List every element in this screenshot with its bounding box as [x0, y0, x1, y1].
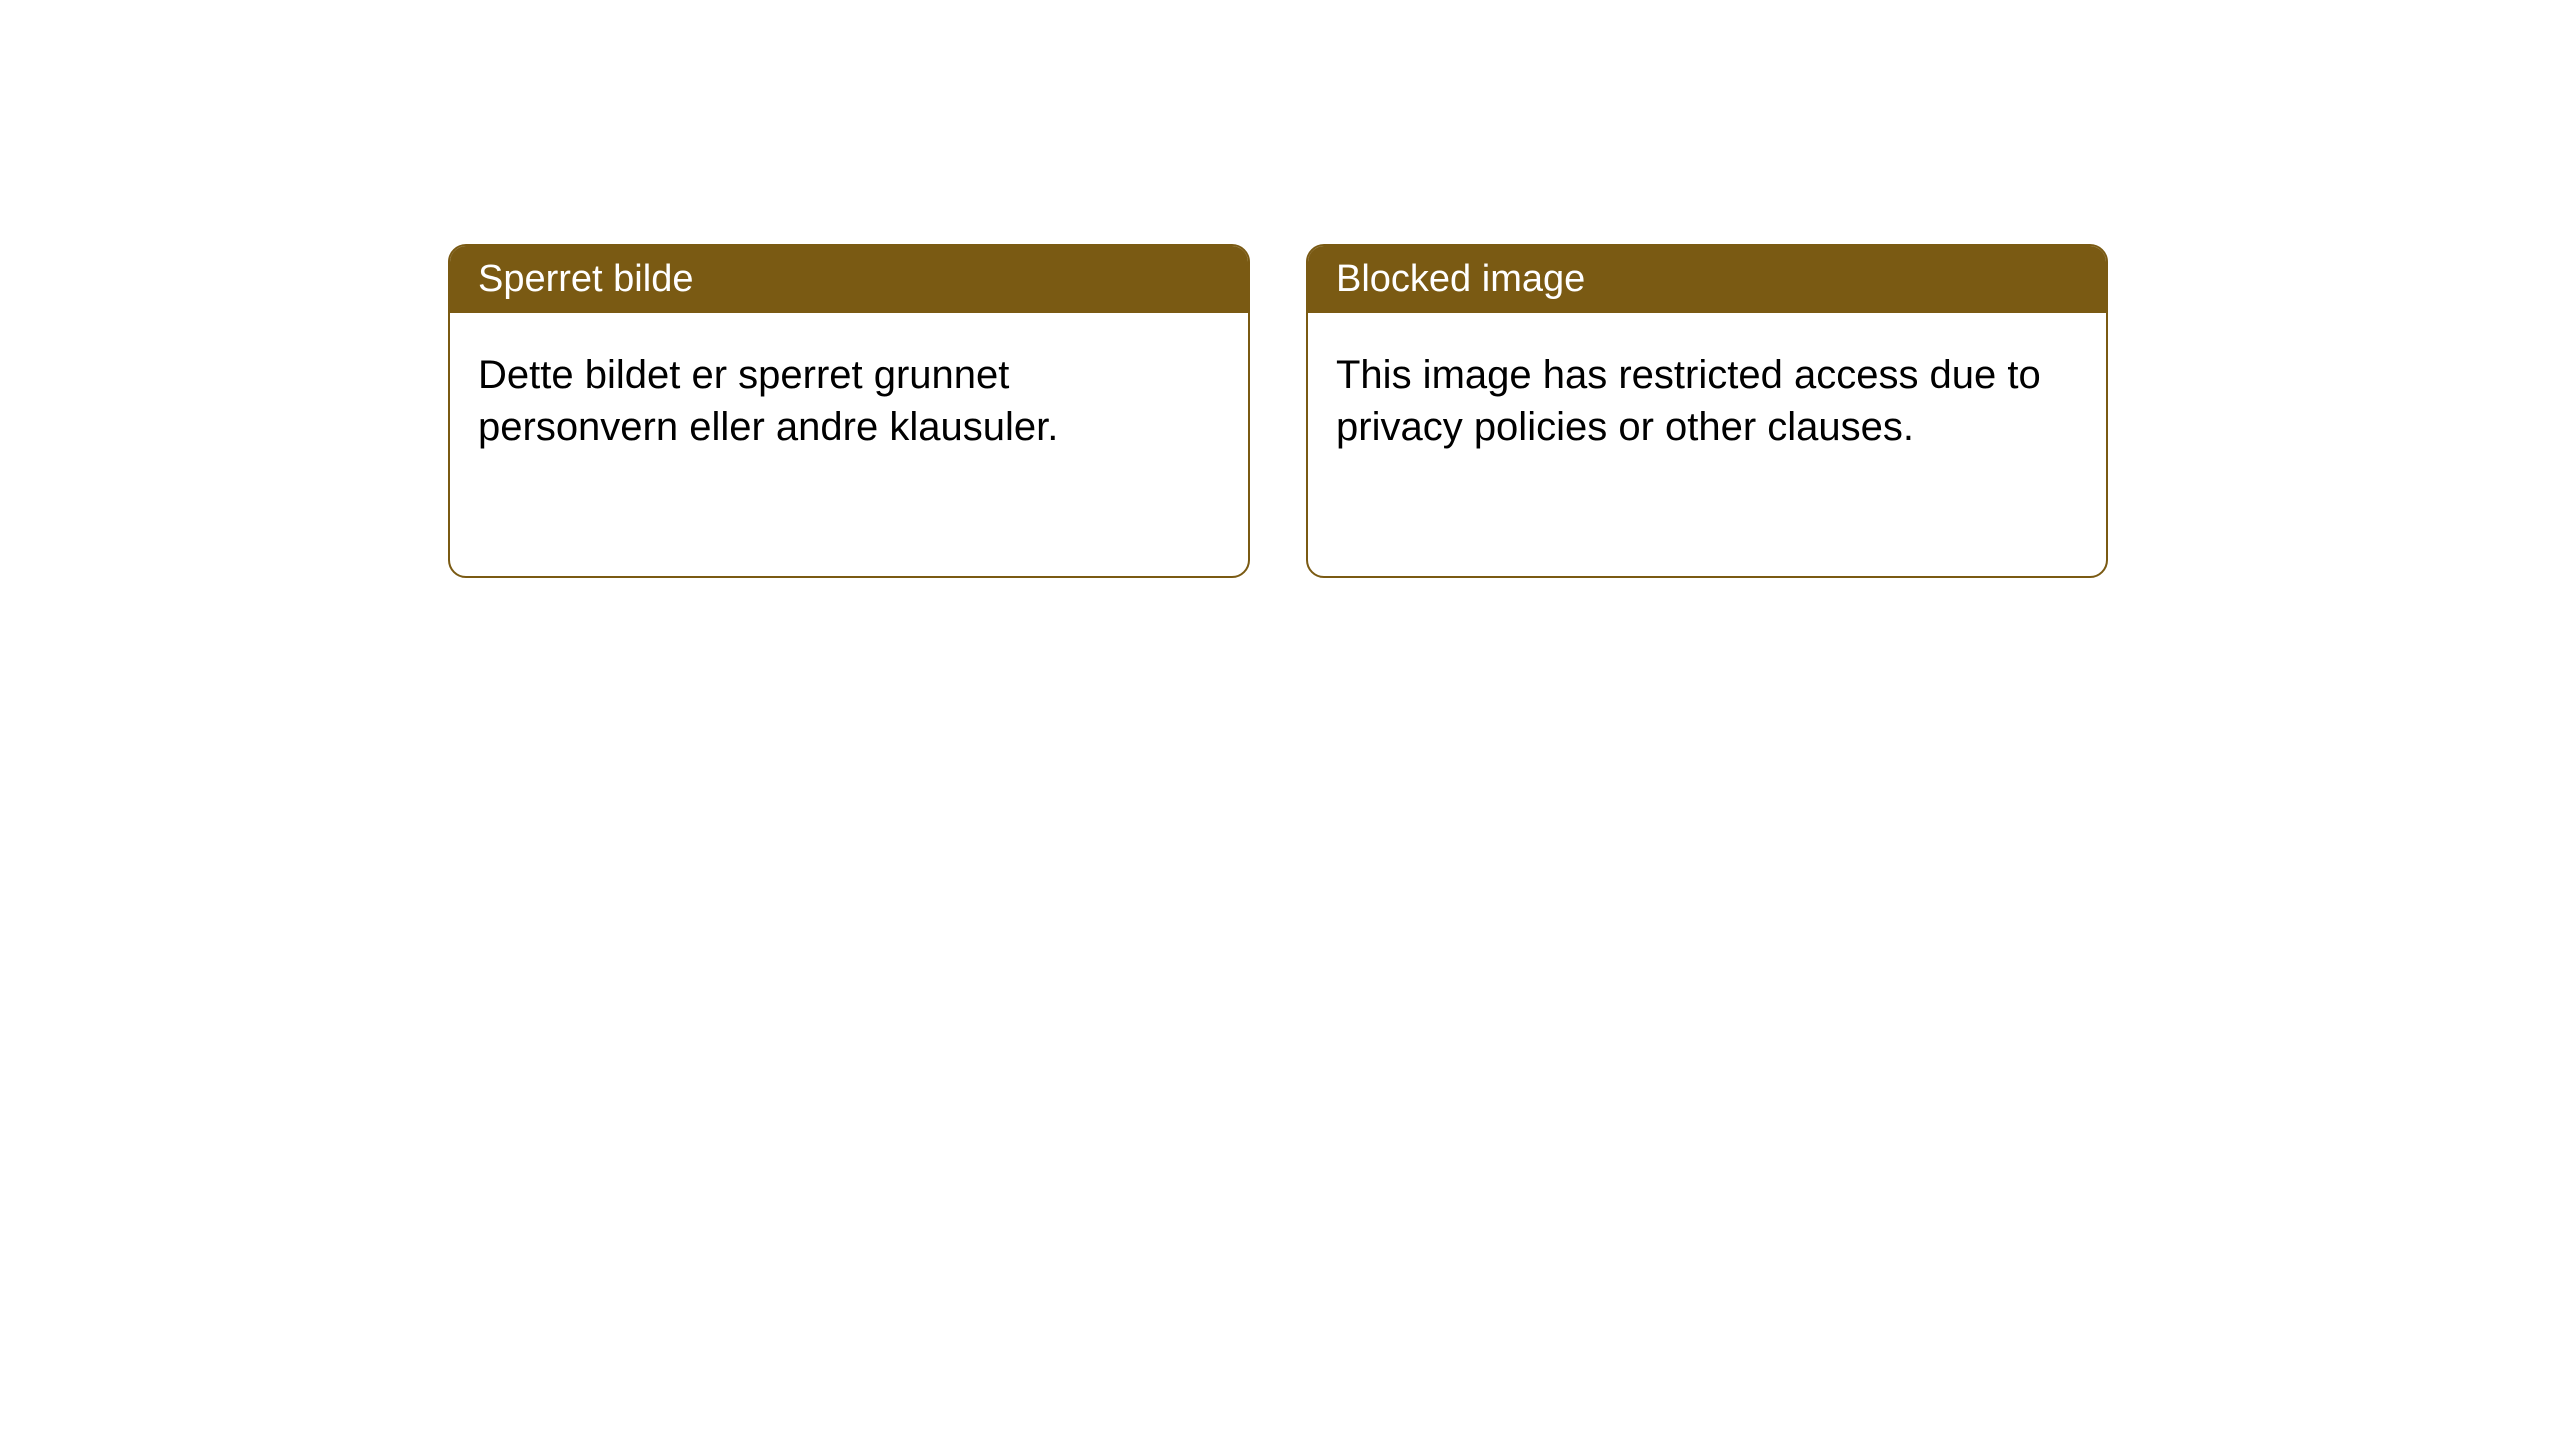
notice-card-norwegian: Sperret bilde Dette bildet er sperret gr…	[448, 244, 1250, 578]
notice-body: This image has restricted access due to …	[1308, 313, 2106, 489]
notice-header: Sperret bilde	[450, 246, 1248, 313]
notice-header-text: Sperret bilde	[478, 258, 693, 300]
notice-card-english: Blocked image This image has restricted …	[1306, 244, 2108, 578]
notice-container: Sperret bilde Dette bildet er sperret gr…	[0, 0, 2560, 578]
notice-body-text: Dette bildet er sperret grunnet personve…	[478, 353, 1058, 449]
notice-body: Dette bildet er sperret grunnet personve…	[450, 313, 1248, 489]
notice-body-text: This image has restricted access due to …	[1336, 353, 2041, 449]
notice-header: Blocked image	[1308, 246, 2106, 313]
notice-header-text: Blocked image	[1336, 258, 1585, 300]
